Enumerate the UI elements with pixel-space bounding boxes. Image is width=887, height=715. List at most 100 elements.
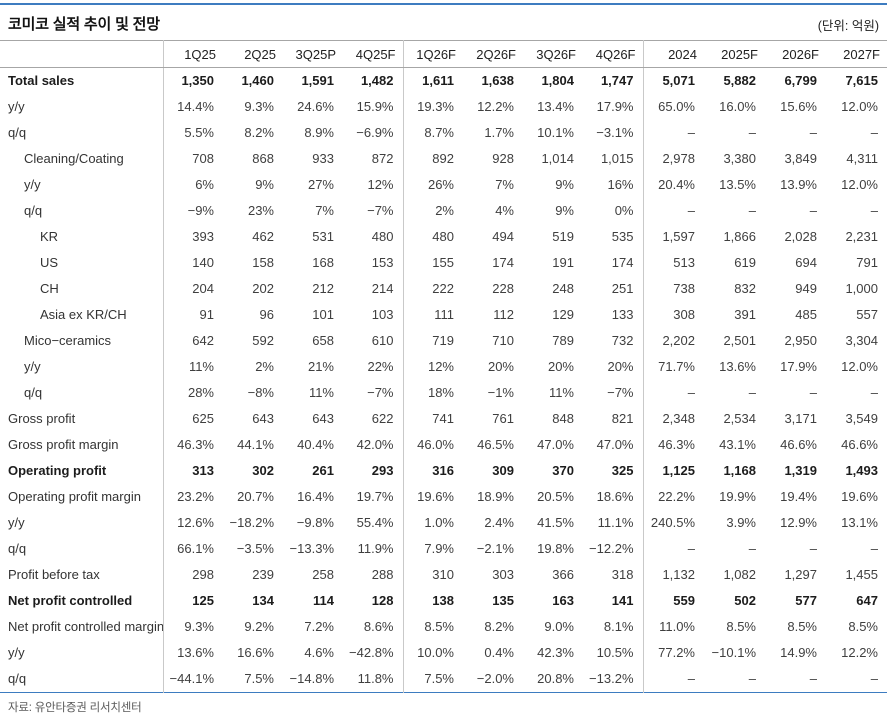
- value-cell: 23.2%: [177, 489, 214, 504]
- value-cell: 20.7%: [237, 489, 274, 504]
- value-cell: –: [748, 203, 756, 218]
- value-cell: –: [870, 541, 878, 556]
- value-cell: –: [809, 385, 817, 400]
- value-cell: 4.6%: [304, 645, 334, 660]
- value-cell: 0%: [614, 203, 634, 218]
- value-cell: 622: [371, 411, 394, 426]
- value-cell: 20%: [487, 359, 514, 374]
- value-cell: 71.7%: [642, 354, 704, 380]
- value-cell: 111: [402, 302, 463, 328]
- row-label: Profit before tax: [0, 562, 164, 588]
- value-cell: 625: [192, 411, 214, 426]
- value-cell: 1,638: [481, 73, 514, 88]
- value-cell: 535: [611, 229, 634, 244]
- value-cell: 1,319: [784, 463, 817, 478]
- value-cell: 212: [312, 281, 334, 296]
- value-cell: 23%: [247, 203, 274, 218]
- value-cell: 14.9%: [780, 645, 817, 660]
- value-cell: 55.4%: [356, 515, 394, 530]
- value-cell: 694: [795, 255, 817, 270]
- value-cell: 303: [492, 567, 514, 582]
- value-cell: 2,231: [845, 229, 878, 244]
- value-cell: 2%: [255, 359, 274, 374]
- value-cell: 12%: [367, 177, 394, 192]
- value-cell: 24.6%: [297, 99, 334, 114]
- value-cell: 158: [252, 255, 274, 270]
- value-cell: 27%: [307, 177, 334, 192]
- value-cell: 610: [371, 333, 394, 348]
- value-cell: –: [870, 203, 878, 218]
- value-cell: –: [809, 671, 817, 686]
- value-cell: 125: [192, 593, 214, 608]
- value-cell: 12.0%: [841, 177, 878, 192]
- value-cell: −3.5%: [236, 541, 274, 556]
- column-header-2027f: 2027F: [826, 40, 887, 68]
- value-cell: 128: [371, 593, 394, 608]
- value-cell: −2.0%: [476, 671, 514, 686]
- column-header-4q26f: 4Q26F: [583, 40, 643, 68]
- row-label: CH: [0, 276, 164, 302]
- value-cell: 8.5%: [848, 619, 878, 634]
- row-label: Mico−ceramics: [0, 328, 164, 354]
- value-cell: 19.6%: [841, 489, 878, 504]
- value-cell: −18.2%: [229, 515, 274, 530]
- value-cell: 288: [371, 567, 394, 582]
- value-cell: 791: [856, 255, 878, 270]
- value-cell: 12.2%: [841, 645, 878, 660]
- value-cell: 140: [192, 255, 214, 270]
- value-cell: 310: [402, 562, 463, 588]
- value-cell: 42.3%: [537, 645, 574, 660]
- value-cell: 168: [312, 255, 334, 270]
- value-cell: 13.4%: [537, 99, 574, 114]
- row-label: KR: [0, 224, 164, 250]
- value-cell: 19.8%: [537, 541, 574, 556]
- value-cell: 761: [492, 411, 514, 426]
- table-row: US 140 158 168 153 155 174 191 174 513 619 694 791: [0, 250, 887, 276]
- value-cell: 2,534: [723, 411, 756, 426]
- value-cell: –: [870, 671, 878, 686]
- value-cell: 8.5%: [787, 619, 817, 634]
- table-row: Total sales 1,350 1,460 1,591 1,482 1,611 1,63…: [0, 67, 887, 94]
- value-cell: 16.4%: [297, 489, 334, 504]
- table-row: q/q 66.1% −3.5% −13.3% 11.9% 7.9% −2.1% 19.8% −1…: [0, 536, 887, 562]
- value-cell: 1,597: [642, 224, 704, 250]
- value-cell: 155: [402, 250, 463, 276]
- value-cell: 7.5%: [244, 671, 274, 686]
- value-cell: –: [642, 120, 704, 146]
- value-cell: 519: [552, 229, 574, 244]
- value-cell: 1,804: [541, 73, 574, 88]
- unit-label: (단위: 억원): [817, 19, 879, 33]
- value-cell: 3,549: [845, 411, 878, 426]
- value-cell: 868: [252, 151, 274, 166]
- value-cell: 239: [252, 567, 274, 582]
- table-row: Net profit controlled margin 9.3% 9.2% 7.2%…: [0, 614, 887, 640]
- table-row: q/q 5.5% 8.2% 8.9% −6.9% 8.7% 1.7% 10.1% −3.1% – –…: [0, 120, 887, 146]
- value-cell: 1.7%: [484, 125, 514, 140]
- value-cell: 647: [856, 593, 878, 608]
- value-cell: 20.4%: [642, 172, 704, 198]
- value-cell: 308: [642, 302, 704, 328]
- row-label: Operating profit margin: [0, 484, 164, 510]
- value-cell: 1,350: [181, 73, 214, 88]
- value-cell: 11.9%: [357, 541, 394, 556]
- value-cell: 16%: [607, 177, 634, 192]
- value-cell: –: [870, 125, 878, 140]
- value-cell: 18%: [402, 380, 463, 406]
- value-cell: 44.1%: [237, 437, 274, 452]
- value-cell: 1,611: [402, 67, 463, 94]
- value-cell: 3,171: [784, 411, 817, 426]
- value-cell: 153: [371, 255, 394, 270]
- value-cell: 174: [492, 255, 514, 270]
- table-row: Gross profit margin 46.3% 44.1% 40.4% 42.0% 4…: [0, 432, 887, 458]
- value-cell: 19.7%: [356, 489, 394, 504]
- value-cell: −13.2%: [589, 671, 634, 686]
- value-cell: 12.2%: [477, 99, 514, 114]
- value-cell: 1,460: [241, 73, 274, 88]
- row-label: Gross profit: [0, 406, 164, 432]
- value-cell: 11.0%: [642, 614, 704, 640]
- value-cell: –: [748, 385, 756, 400]
- column-header-1q26f: 1Q26F: [402, 40, 463, 68]
- value-cell: 789: [552, 333, 574, 348]
- value-cell: 3,849: [784, 151, 817, 166]
- value-cell: 22.2%: [642, 484, 704, 510]
